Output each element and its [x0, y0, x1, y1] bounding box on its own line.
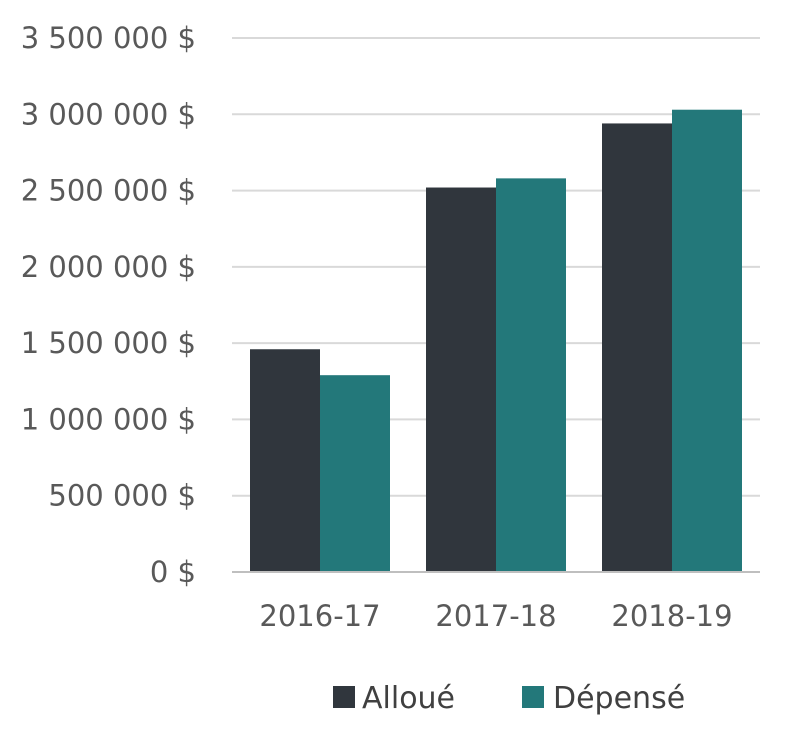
- legend-swatch: [522, 686, 544, 708]
- bar-alloue-2017-18: [426, 187, 496, 572]
- legend-label: Alloué: [362, 681, 455, 716]
- x-tick-label: 2016-17: [259, 599, 380, 633]
- x-axis-ticks: 2016-17 2017-18 2018-19: [259, 599, 732, 633]
- y-tick-label: 2 500 000 $: [21, 174, 196, 208]
- bar-depense-2017-18: [496, 178, 566, 572]
- x-tick-label: 2018-19: [611, 599, 732, 633]
- y-tick-label: 0 $: [150, 555, 196, 589]
- y-tick-label: 500 000 $: [48, 479, 196, 513]
- y-tick-label: 1 500 000 $: [21, 326, 196, 360]
- x-tick-label: 2017-18: [435, 599, 556, 633]
- bar-alloue-2018-19: [602, 123, 672, 572]
- bar-depense-2016-17: [320, 375, 390, 572]
- legend-swatch: [333, 686, 355, 708]
- y-tick-label: 3 500 000 $: [21, 21, 196, 55]
- legend: Alloué Dépensé: [333, 681, 685, 716]
- bar-alloue-2016-17: [250, 349, 320, 572]
- y-axis-ticks: 0 $ 500 000 $ 1 000 000 $ 1 500 000 $ 2 000 …: [21, 21, 196, 589]
- legend-label: Dépensé: [553, 681, 685, 716]
- bar-depense-2018-19: [672, 109, 742, 573]
- y-tick-label: 3 000 000 $: [21, 97, 196, 131]
- y-tick-label: 1 000 000 $: [21, 402, 196, 436]
- y-tick-label: 2 000 000 $: [21, 250, 196, 284]
- bars: [250, 109, 742, 573]
